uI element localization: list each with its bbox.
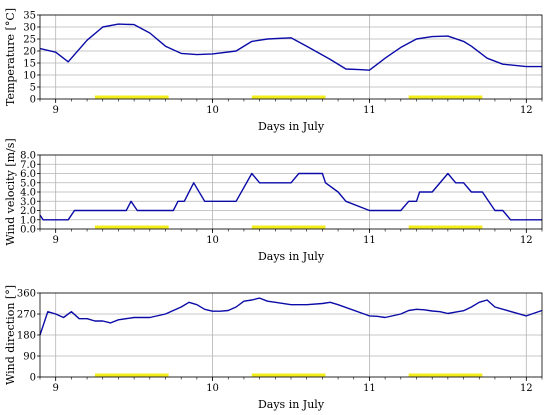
plot-frame <box>39 14 543 100</box>
daytime-highlight-bar <box>94 225 169 229</box>
x-tick-label: 11 <box>363 105 376 116</box>
y-tick-label: 0 <box>30 373 36 384</box>
y-tick-label: 5.0 <box>20 178 36 189</box>
x-tick-label: 12 <box>520 235 533 246</box>
x-tick-label: 11 <box>363 383 376 394</box>
y-axis-title: Temperature [°C] <box>4 8 17 106</box>
daytime-highlight-bar <box>94 373 169 377</box>
x-axis-title: Days in July <box>258 120 325 133</box>
y-tick-label: 8.0 <box>20 151 36 162</box>
x-axis-title: Days in July <box>258 398 325 411</box>
y-axis-title: Wind direction [°] <box>4 285 17 385</box>
daytime-highlight-bar <box>408 373 483 377</box>
y-tick-label: 0 <box>30 95 36 106</box>
x-tick-label: 9 <box>53 235 59 246</box>
y-tick-label: 20 <box>23 47 36 58</box>
series-line <box>39 23 542 71</box>
x-tick-label: 12 <box>520 383 533 394</box>
x-tick-label: 9 <box>53 105 59 116</box>
y-axis-title: Wind velocity [m/s] <box>4 138 17 245</box>
daytime-highlight-bar <box>408 95 483 99</box>
y-tick-label: 15 <box>23 59 36 70</box>
y-tick-label: 10 <box>23 71 36 82</box>
series-line <box>39 297 543 336</box>
daytime-highlight-bar <box>251 373 326 377</box>
x-tick-label: 11 <box>363 235 376 246</box>
y-tick-label: 3.0 <box>20 197 36 208</box>
x-tick-label: 10 <box>206 383 219 394</box>
daytime-highlight-bar <box>94 95 169 99</box>
y-tick-label: 30 <box>23 23 36 34</box>
chart-panel-2: 0.01.02.03.04.05.06.07.08.0 9 10 11 12 Days i… <box>4 138 543 263</box>
x-tick-label: 12 <box>520 105 533 116</box>
x-tick-label: 10 <box>206 235 219 246</box>
y-tick-label: 25 <box>23 35 36 46</box>
y-tick-label: 6.0 <box>20 169 36 180</box>
y-tick-label: 5 <box>30 83 36 94</box>
y-tick-label: 1.0 <box>20 215 36 226</box>
y-tick-label: 35 <box>23 11 36 22</box>
series-line <box>39 172 542 221</box>
y-tick-label: 2.0 <box>20 206 36 217</box>
y-tick-label: 4.0 <box>20 188 36 199</box>
y-tick-label: 7.0 <box>20 160 36 171</box>
chart-panel-3: 0 90 180 270 360 9 10 11 12 Days in July Wind dire… <box>4 285 543 411</box>
x-axis-title: Days in July <box>258 250 325 263</box>
y-tick-label: 180 <box>17 331 36 342</box>
y-tick-label: 90 <box>23 352 36 363</box>
x-tick-label: 10 <box>206 105 219 116</box>
daytime-highlight-bar <box>251 225 326 229</box>
y-tick-label: 360 <box>17 289 36 300</box>
x-tick-label: 9 <box>53 383 59 394</box>
y-tick-label: 270 <box>17 310 36 321</box>
daytime-highlight-bar <box>408 225 483 229</box>
y-tick-label: 0.0 <box>20 225 36 236</box>
daytime-highlight-bar <box>251 95 326 99</box>
